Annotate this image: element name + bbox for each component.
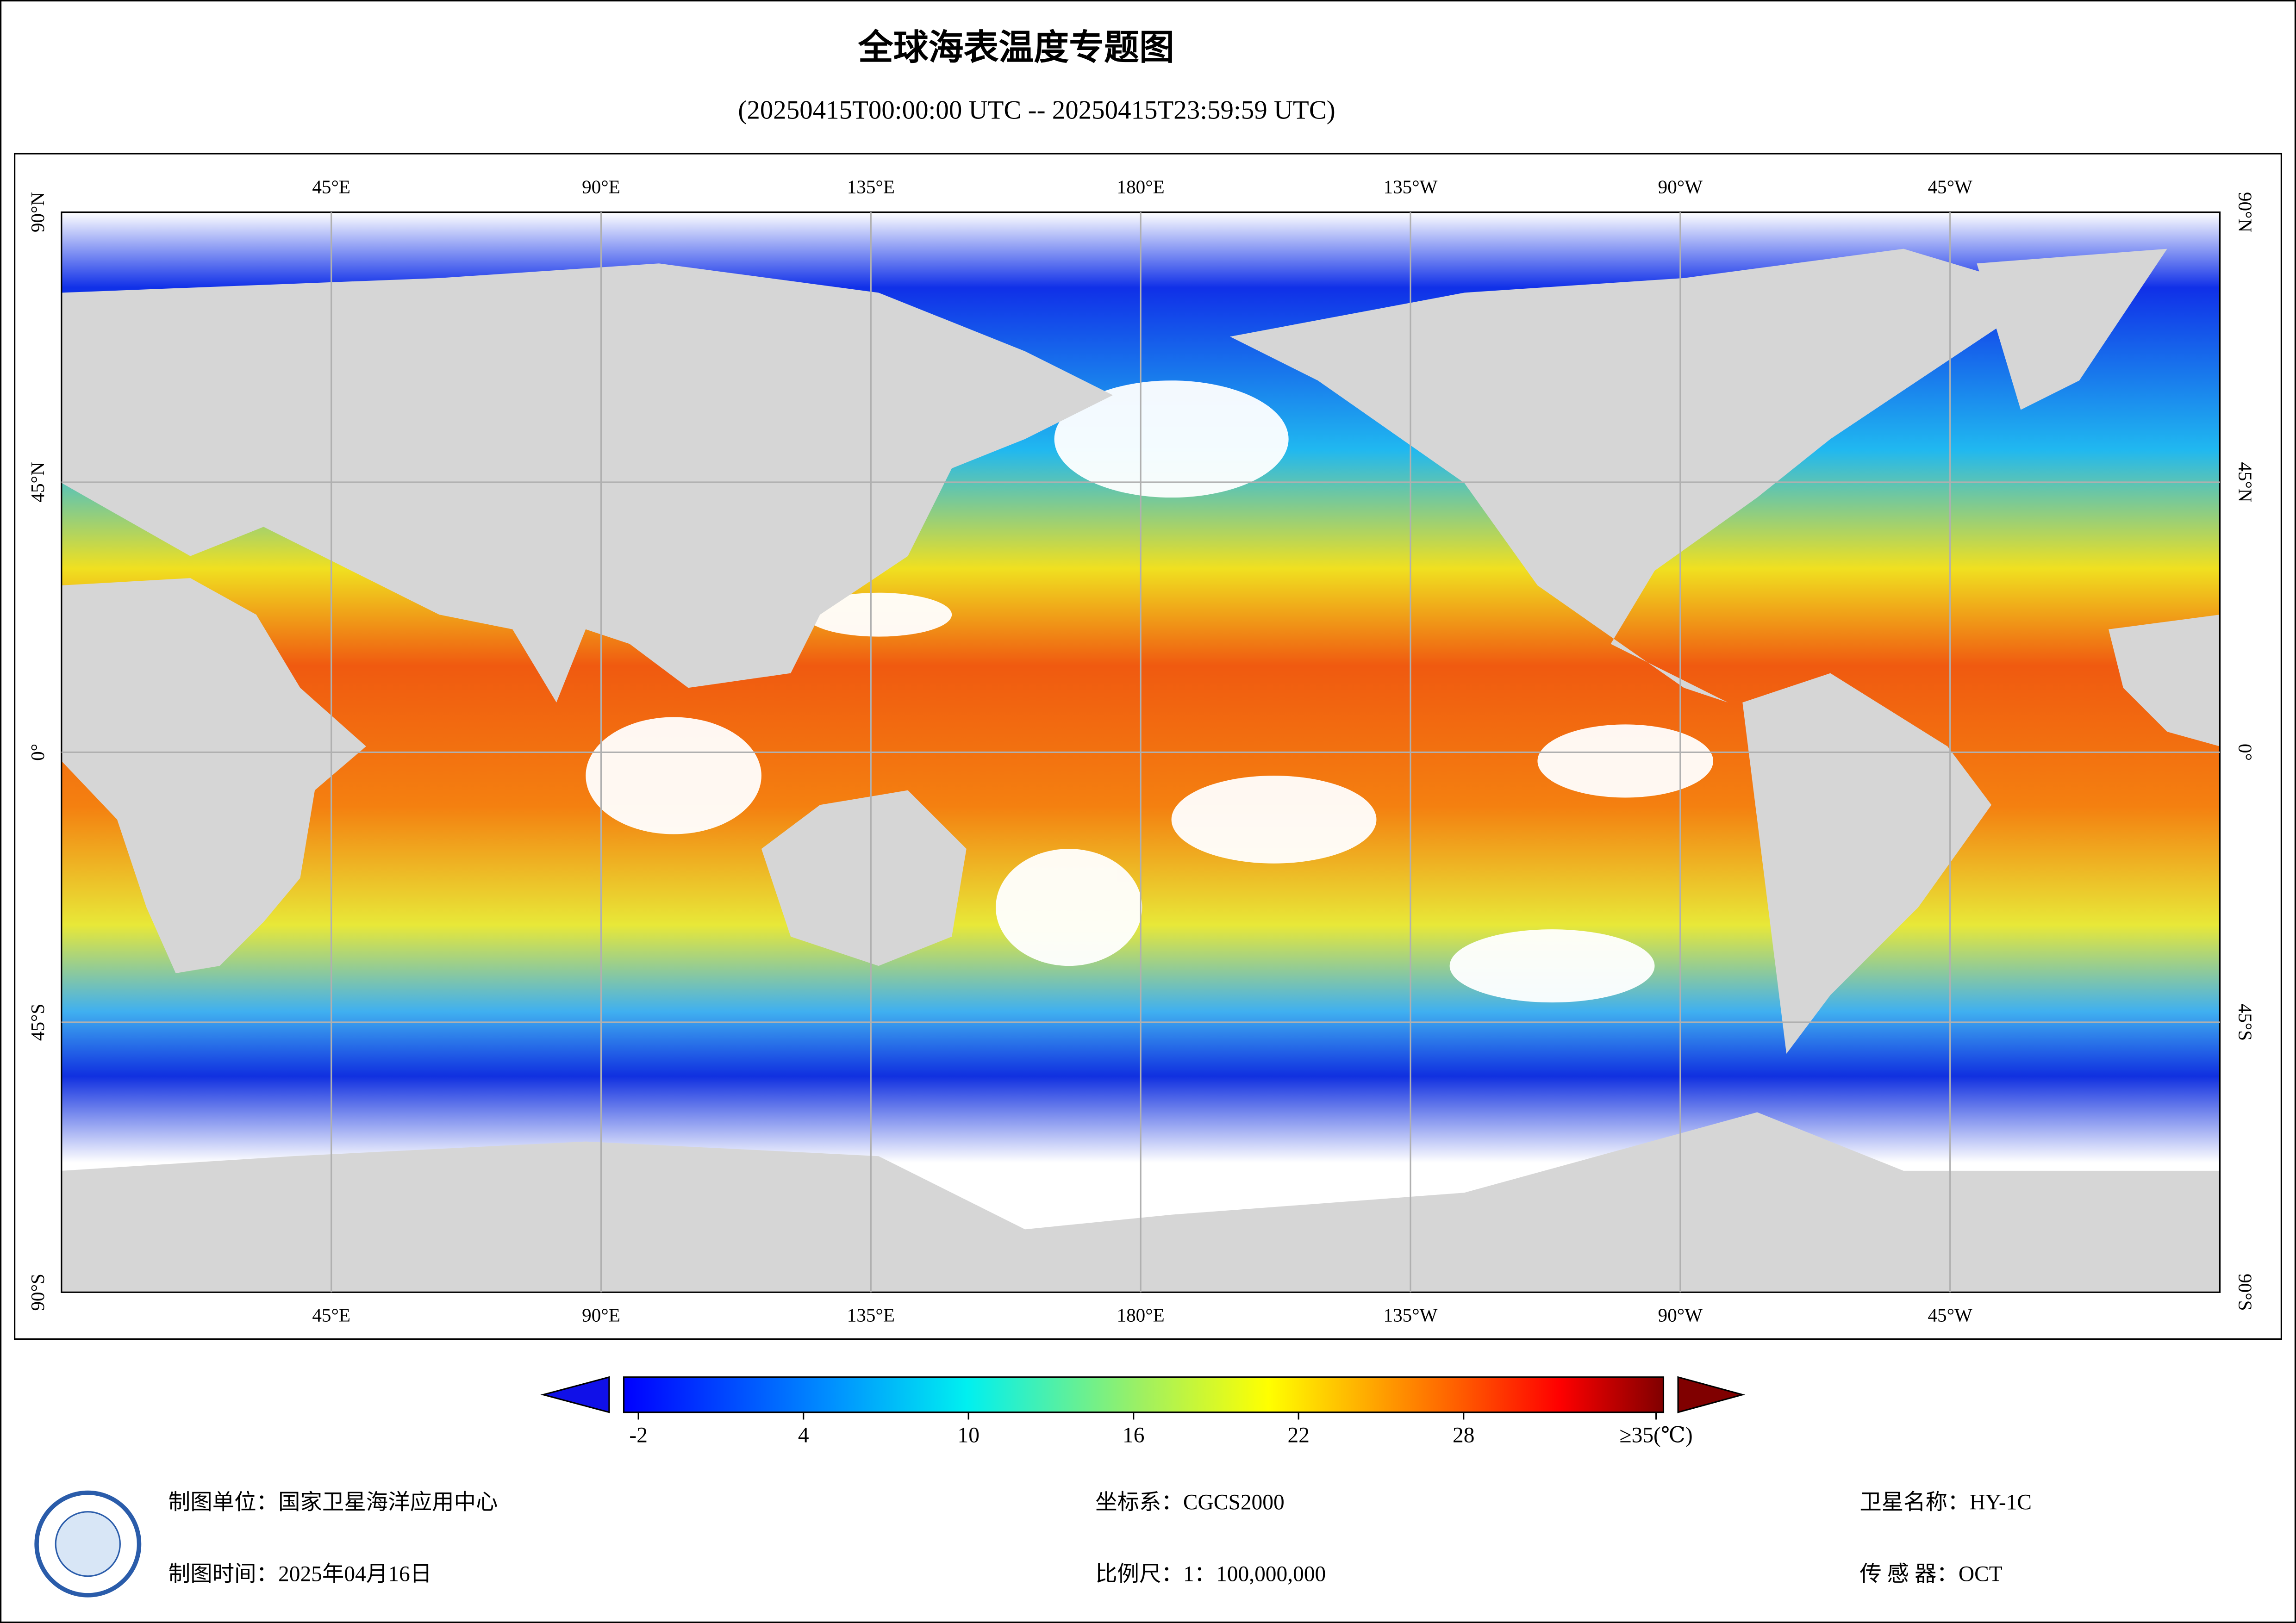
map-scale: 比例尺：1：100,000,000 bbox=[1095, 1562, 1326, 1586]
colorbar-tick-label: 4 bbox=[798, 1423, 809, 1447]
lat-label-right: 90°S bbox=[2235, 1274, 2256, 1311]
lon-label-top: 135°W bbox=[1384, 176, 1438, 197]
lat-label-right: 0° bbox=[2235, 744, 2256, 761]
colorbar-tick-label: -2 bbox=[629, 1423, 648, 1447]
lon-label-top: 90°W bbox=[1658, 176, 1703, 197]
colorbar-ramp bbox=[623, 1376, 1665, 1413]
colorbar: -2 4 10 16 22 28 ≥35(℃) bbox=[540, 1376, 1746, 1447]
footer: 制图单位：国家卫星海洋应用中心 制图时间：2025年04月16日 坐标系：CGC… bbox=[34, 1491, 2032, 1598]
logo-inner bbox=[55, 1511, 121, 1577]
lat-label-left: 0° bbox=[27, 744, 48, 761]
crs: 坐标系：CGCS2000 bbox=[1095, 1491, 1285, 1515]
lon-label-bottom: 135°W bbox=[1384, 1305, 1438, 1326]
lon-label-bottom: 135°E bbox=[847, 1305, 895, 1326]
lon-label-bottom: 90°E bbox=[582, 1305, 620, 1326]
colorbar-over-arrow bbox=[1677, 1376, 1746, 1413]
lon-label-bottom: 45°W bbox=[1928, 1305, 1972, 1326]
lon-label-top: 135°E bbox=[847, 176, 895, 197]
colorbar-tick-label: 10 bbox=[957, 1423, 979, 1447]
colorbar-tick-label: 28 bbox=[1453, 1423, 1474, 1447]
lon-label-top: 45°W bbox=[1928, 176, 1972, 197]
lon-label-top: 45°E bbox=[312, 176, 350, 197]
colorbar-under-arrow bbox=[540, 1376, 610, 1413]
sensor: 传 感 器：OCT bbox=[1859, 1562, 2002, 1586]
lat-label-left: 90°S bbox=[27, 1274, 48, 1311]
map-frame bbox=[14, 153, 2282, 1340]
lat-label-right: 45°N bbox=[2235, 462, 2256, 502]
lon-label-top: 90°E bbox=[582, 176, 620, 197]
map-title: 全球海表温度专题图 bbox=[858, 27, 1174, 68]
organization: 制图单位：国家卫星海洋应用中心 bbox=[168, 1491, 498, 1515]
lon-label-top: 180°E bbox=[1117, 176, 1165, 197]
lon-label-bottom: 45°E bbox=[312, 1305, 350, 1326]
colorbar-tick-label: ≥35(℃) bbox=[1620, 1423, 1693, 1447]
colorbar-tick-label: 22 bbox=[1287, 1423, 1309, 1447]
lat-label-right: 90°N bbox=[2235, 192, 2256, 232]
lat-label-right: 45°S bbox=[2235, 1004, 2256, 1041]
graticule: 45°E 45°E 90°E 90°E 135°E 135°E 180°E 180°E 135°… bbox=[27, 176, 2256, 1325]
lon-label-bottom: 180°E bbox=[1117, 1305, 1165, 1326]
lat-label-left: 45°N bbox=[27, 462, 48, 502]
lon-label-bottom: 90°W bbox=[1658, 1305, 1703, 1326]
lat-label-left: 45°S bbox=[27, 1004, 48, 1041]
lat-label-left: 90°N bbox=[27, 192, 48, 232]
map-date: 制图时间：2025年04月16日 bbox=[168, 1562, 432, 1586]
satellite: 卫星名称：HY-1C bbox=[1859, 1491, 2032, 1515]
map-subtitle: (20250415T00:00:00 UTC -- 20250415T23:59… bbox=[738, 96, 1335, 125]
colorbar-tick-label: 16 bbox=[1123, 1423, 1144, 1447]
